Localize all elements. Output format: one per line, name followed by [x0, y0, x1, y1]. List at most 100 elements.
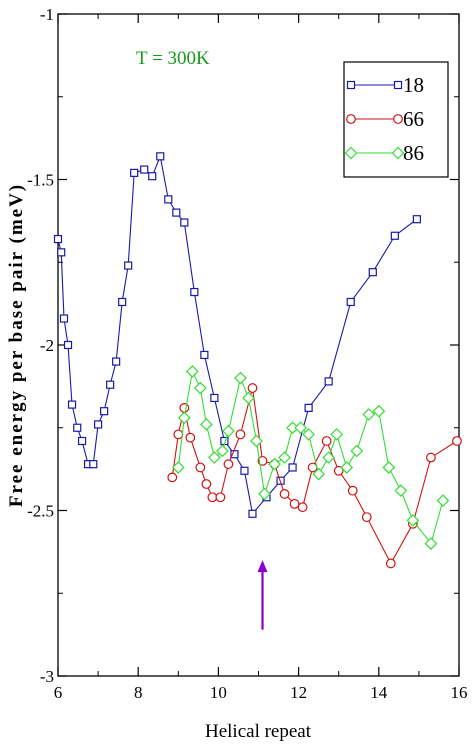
series-18-point — [77, 436, 87, 446]
legend: 18 66 86 — [343, 61, 449, 178]
legend-label: 86 — [403, 141, 424, 165]
series-86-point — [406, 514, 420, 527]
series-86-point — [185, 365, 199, 378]
series-18-point — [390, 231, 399, 240]
series-86-point — [278, 451, 291, 464]
series-86-point — [208, 451, 221, 464]
legend-entry-66: 66 — [346, 107, 424, 131]
series-layer — [53, 152, 462, 569]
series-18-point — [156, 152, 165, 161]
series-86-point — [171, 461, 185, 474]
series-86-point — [177, 411, 191, 425]
series-18-point — [190, 287, 199, 297]
x-tick-label: 14 — [370, 683, 388, 702]
series-86-point — [340, 461, 354, 474]
axis-tick-labels: 6 8 10 12 14 16 -3 -2.5 -2 -1.5 -1 — [27, 5, 467, 702]
series-18-point — [63, 340, 73, 350]
series-18-point — [412, 215, 421, 224]
legend-marker — [393, 80, 403, 90]
series-18-point — [180, 218, 189, 227]
series-66-point — [361, 512, 372, 523]
series-66-point — [167, 472, 178, 483]
series-86-point — [294, 421, 307, 435]
series-86-point — [200, 418, 213, 431]
series-86-point — [322, 451, 336, 464]
y-tick-label: -1 — [40, 5, 54, 24]
series-66-point — [201, 479, 212, 489]
series-66-point — [279, 489, 290, 499]
series-86-point — [234, 371, 247, 385]
series-18-point — [100, 407, 109, 416]
series-18-point — [200, 350, 209, 360]
series-66-point — [179, 402, 190, 413]
series-18-point — [164, 195, 173, 204]
series-86-point — [242, 391, 255, 405]
series-66-point — [426, 452, 436, 463]
y-axis-title: Free energy per base pair (meV) — [6, 183, 27, 507]
arrow-head — [257, 560, 268, 573]
series-18-point — [148, 172, 157, 181]
series-86-point — [424, 537, 438, 550]
series-18-point — [57, 248, 66, 257]
series-86-point — [194, 381, 207, 395]
x-tick-label: 6 — [54, 683, 63, 702]
series-66-point — [207, 492, 218, 503]
series-86-point — [312, 467, 325, 481]
series-18-point — [130, 168, 139, 177]
series-18-point — [288, 463, 297, 472]
x-axis-title: Helical repeat — [205, 721, 312, 742]
series-18-point — [368, 268, 377, 277]
series-18-point — [172, 208, 181, 217]
series-66-point — [289, 498, 300, 509]
series-18-point — [240, 466, 249, 475]
series-18-point — [53, 234, 63, 244]
x-tick-label: 10 — [210, 683, 227, 702]
axis-ticks — [57, 13, 460, 677]
series-18-point — [346, 297, 355, 307]
series-66-point — [185, 432, 196, 443]
legend-entry-86: 86 — [344, 141, 424, 165]
x-tick-label: 8 — [134, 683, 143, 702]
minimum-arrow — [257, 560, 268, 630]
series-18-point — [124, 261, 133, 270]
series-66-point — [333, 465, 344, 476]
series-18-point — [67, 400, 77, 409]
series-86-point — [382, 461, 396, 474]
series-86-point — [350, 444, 364, 458]
series-66-point — [347, 485, 358, 496]
series-66-point — [452, 436, 462, 446]
series-66-point — [297, 502, 308, 513]
series-66-point — [215, 492, 226, 503]
y-tick-label: -2.5 — [27, 502, 54, 521]
series-86-point — [330, 428, 344, 441]
series-66-point — [247, 383, 258, 393]
legend-marker — [391, 146, 405, 160]
legend-marker — [346, 80, 356, 90]
series-86-point — [222, 424, 235, 438]
series-18-point — [89, 460, 98, 469]
series-86-point — [258, 487, 271, 501]
series-66-point — [223, 459, 234, 470]
x-tick-label: 12 — [290, 683, 307, 702]
series-18-point — [73, 423, 82, 432]
series-18-point — [304, 403, 313, 412]
series-66-point — [195, 462, 206, 473]
series-18-point — [210, 393, 219, 403]
legend-marker — [346, 114, 356, 124]
series-86-point — [216, 444, 229, 458]
series-18-point — [140, 165, 149, 174]
series-18 — [53, 152, 421, 518]
series-86 — [171, 365, 450, 550]
series-18-point — [93, 420, 103, 429]
series-66-point — [307, 462, 318, 473]
series-18-point — [248, 509, 257, 518]
y-tick-label: -1.5 — [27, 171, 54, 190]
series-66-point — [321, 436, 332, 446]
x-tick-label: 16 — [451, 683, 468, 702]
y-tick-label: -2 — [40, 336, 54, 355]
series-86-point — [268, 457, 281, 471]
series-66-point — [235, 429, 246, 440]
y-tick-label: -3 — [40, 667, 54, 686]
series-18-point — [59, 314, 69, 323]
